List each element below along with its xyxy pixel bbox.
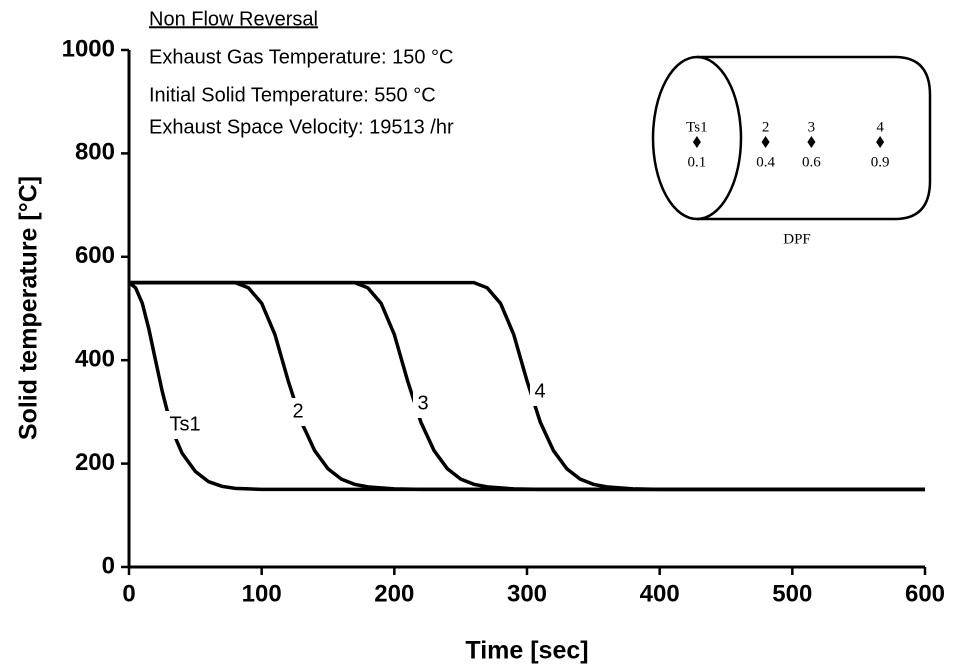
inset-label: 4 [876,119,884,135]
x-tick-label: 100 [242,580,282,607]
series-line [129,280,925,492]
series-label: 2 [292,400,303,422]
x-tick-label: 600 [905,580,945,607]
annotation: Initial Solid Temperature: 550 °C [149,84,436,106]
y-tick-label: 800 [75,139,115,166]
cylinder-body [697,55,932,221]
y-tick-label: 1000 [62,35,115,62]
label-background [288,398,308,426]
inset-marker [807,136,816,148]
x-tick-label: 400 [640,580,680,607]
inset-position: 0.9 [871,154,890,170]
inset-caption: DPF [783,231,811,247]
inset-label: Ts1 [686,119,707,135]
inset-marker [692,136,701,148]
inset-marker [876,136,885,148]
inset-position: 0.1 [688,154,707,170]
annotation: Non Flow Reversal [149,8,318,30]
x-tick-label: 500 [772,580,812,607]
label-background [163,411,207,439]
series-label: 3 [417,392,428,414]
y-tick-label: 200 [75,449,115,476]
x-axis-label: Time [sec] [465,637,588,665]
y-tick-label: 0 [102,552,115,579]
dpf-inset [651,55,932,221]
y-tick-label: 400 [75,346,115,373]
y-axis-label: Solid temperature [°C] [15,176,43,440]
series-line [129,280,925,492]
x-tick-label: 200 [374,580,414,607]
x-tick-label: 0 [122,580,135,607]
inset-position: 0.6 [802,154,821,170]
inset-position: 0.4 [756,154,775,170]
inset-marker [761,136,770,148]
label-background [530,378,550,406]
y-tick-label: 600 [75,242,115,269]
series-line [129,280,925,492]
series-label: 4 [534,380,545,402]
x-tick-label: 300 [507,580,547,607]
label-background [413,390,433,418]
series-label: Ts1 [169,413,200,435]
inset-label: 2 [762,119,770,135]
annotation: Exhaust Gas Temperature: 150 °C [149,46,453,68]
inset-label: 3 [808,119,816,135]
annotation: Exhaust Space Velocity: 19513 /hr [149,116,454,138]
